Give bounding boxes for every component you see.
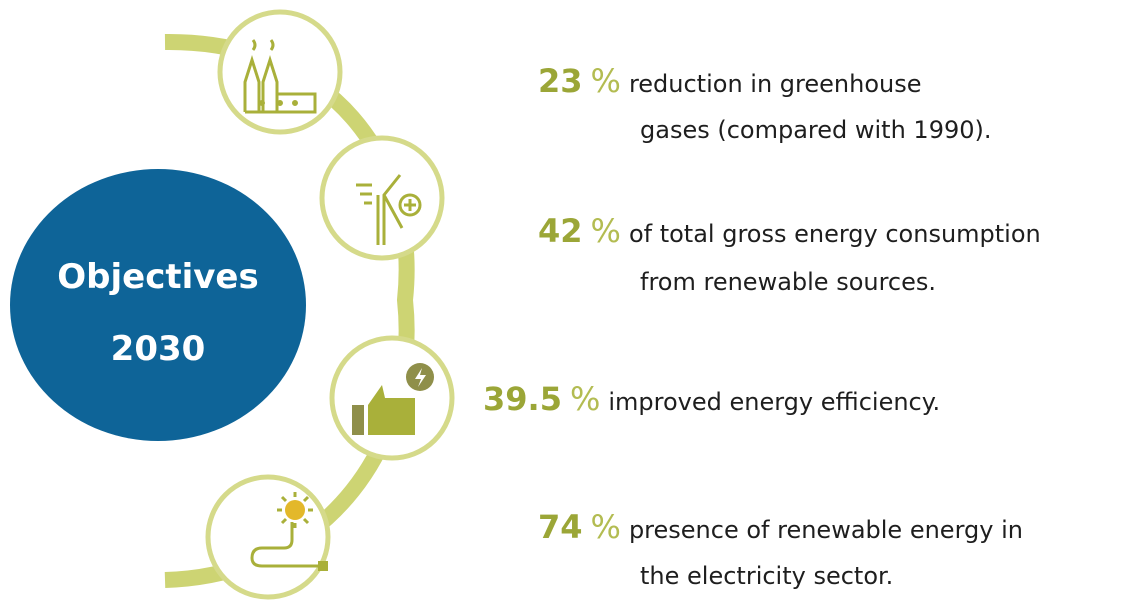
objective-text: from renewable sources. <box>640 268 936 296</box>
objective-value: 39.5 <box>483 380 562 418</box>
objective-unit: % <box>591 62 621 100</box>
icon-circle <box>205 474 331 600</box>
factory-icon <box>243 39 317 114</box>
objective-value: 74 <box>538 508 583 546</box>
efficiency-icon <box>352 363 434 435</box>
objective-line: 39.5% improved energy efficiency. <box>483 380 940 418</box>
wind-icon <box>356 174 422 245</box>
icon-circle <box>319 135 445 261</box>
center-line: 2030 <box>111 329 206 369</box>
objective-unit: % <box>591 212 621 250</box>
objective-text: reduction in greenhouse <box>629 70 922 98</box>
objective-line: 74% presence of renewable energy in <box>538 508 1023 546</box>
solar-icon <box>250 492 328 571</box>
icon-circle <box>217 9 343 135</box>
icon-circles <box>205 9 455 600</box>
objective-unit: % <box>591 508 621 546</box>
center-ellipse <box>10 169 306 441</box>
objective-text: the electricity sector. <box>640 562 893 590</box>
objective-text: improved energy efficiency. <box>608 388 940 416</box>
center-line: Objectives <box>57 257 258 297</box>
objective-text: gases (compared with 1990). <box>640 116 992 144</box>
objective-text: presence of renewable energy in <box>629 516 1023 544</box>
objective-unit: % <box>570 380 600 418</box>
objective-text: of total gross energy consumption <box>629 220 1041 248</box>
objective-value: 42 <box>538 212 583 250</box>
objective-value: 23 <box>538 62 583 100</box>
objective-line: 23% reduction in greenhouse <box>538 62 921 100</box>
objective-line: 42% of total gross energy consumption <box>538 212 1041 250</box>
